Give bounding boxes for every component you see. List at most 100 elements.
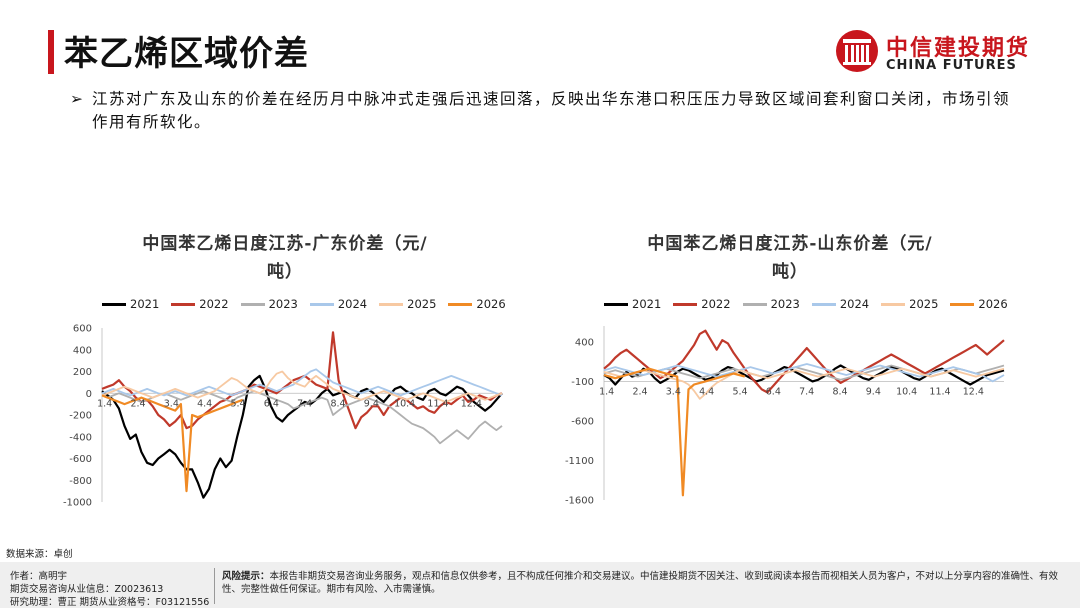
x-tick-label: 2.4 [130, 398, 145, 409]
legend-label: 2023 [770, 297, 800, 311]
series-line-2024 [101, 368, 503, 397]
risk-label: 风险提示： [222, 571, 270, 582]
legend-swatch [742, 302, 767, 306]
legend-item-2023: 2023 [742, 297, 800, 311]
china-futures-logo-icon [836, 30, 878, 72]
y-tick-label: -1600 [565, 496, 594, 507]
series-line-2021 [101, 374, 503, 499]
x-tick-label: 12.4 [461, 398, 482, 409]
x-tick-label: 1.4 [599, 386, 614, 397]
x-tick-label: 7.4 [799, 386, 814, 397]
footer: 作者：高明宇 期货交易咨询从业信息：Z0023613 研究助理：曹正 期货从业资… [0, 562, 1080, 608]
legend-swatch [950, 302, 975, 306]
legend-label: 2026 [978, 297, 1008, 311]
x-tick-label: 8.4 [330, 398, 345, 409]
x-tick-label: 3.4 [666, 386, 681, 397]
y-tick-label: -400 [69, 432, 92, 443]
series-line-2026 [101, 394, 244, 493]
series-line-2023 [101, 390, 503, 445]
summary-text: 江苏对广东及山东的价差在经历月中脉冲式走强后迅速回落，反映出华东港口积压压力导致… [92, 90, 1011, 131]
legend-label: 2021 [130, 297, 160, 311]
footer-divider [214, 568, 215, 604]
x-tick-label: 11.4 [929, 386, 950, 397]
legend-item-2022: 2022 [673, 297, 731, 311]
legend-swatch [309, 302, 334, 306]
chart-title-line1: 中国苯乙烯日度江苏-山东价差（元/ [647, 234, 933, 254]
chart-legend: 2021 2022 2023 2024 2025 2026 [102, 297, 506, 311]
series-line-2025 [101, 370, 503, 403]
y-tick-label: 400 [575, 337, 594, 348]
chart-jiangsu-guangdong: 中国苯乙烯日度江苏-广东价差（元/ 吨） 2021 2022 2023 2024 202… [60, 228, 510, 528]
chart-title-line2: 吨） [772, 262, 808, 282]
y-tick-label: -800 [69, 476, 92, 487]
legend-item-2025: 2025 [881, 297, 938, 311]
author-license: 期货交易咨询从业信息：Z0023613 [10, 584, 164, 595]
x-tick-label: 12.4 [963, 386, 984, 397]
chart-plot: 400 -100 -600 -1100 -1600 1.4 2.4 3.4 4.4 5.4 6.4 7… [565, 326, 1005, 507]
chart-title-line2: 吨） [267, 262, 303, 282]
x-tick-label: 5.4 [732, 386, 747, 397]
x-tick-label: 3.4 [164, 398, 179, 409]
y-tick-label: -200 [69, 411, 92, 422]
x-tick-label: 6.4 [766, 386, 781, 397]
x-tick-label: 10.4 [394, 398, 415, 409]
assistant-info: 研究助理：曹正 期货从业资格号：F03121556 [10, 597, 210, 608]
x-tick-label: 9.4 [866, 386, 881, 397]
legend-swatch [881, 302, 906, 306]
y-tick-label: -1000 [63, 498, 92, 509]
series-line-2026 [603, 367, 746, 497]
y-tick-label: 400 [73, 345, 92, 356]
risk-disclaimer: 风险提示：本报告非期货交易咨询业务服务，观点和信息仅供参考，且不构成任何推介和交… [222, 570, 1062, 596]
legend-item-2021: 2021 [102, 297, 159, 311]
x-tick-label: 1.4 [97, 398, 112, 409]
legend-item-2026: 2026 [448, 297, 506, 311]
legend-label: 2022 [701, 297, 731, 311]
logo-english-name: CHINA FUTURES [886, 58, 1017, 73]
x-tick-label: 4.4 [197, 398, 212, 409]
legend-item-2021: 2021 [604, 297, 661, 311]
legend-label: 2025 [909, 297, 939, 311]
legend-label: 2025 [407, 297, 437, 311]
series-line-2025 [603, 367, 1005, 400]
legend-swatch [240, 302, 265, 306]
x-tick-label: 6.4 [264, 398, 279, 409]
author-name: 作者：高明宇 [10, 571, 68, 582]
legend-label: 2021 [632, 297, 662, 311]
legend-label: 2024 [839, 297, 870, 311]
legend-swatch [102, 302, 126, 306]
legend-label: 2024 [337, 297, 368, 311]
chart-title: 中国苯乙烯日度江苏-山东价差（元/ 吨） [560, 230, 1020, 286]
y-tick-label: 200 [73, 367, 92, 378]
x-tick-label: 10.4 [896, 386, 917, 397]
chart-title: 中国苯乙烯日度江苏-广东价差（元/ 吨） [60, 230, 510, 286]
chart-plot: 600 400 200 0 -200 -400 -600 -800 -1000 1.4 2.4 3.4… [63, 324, 503, 509]
legend-label: 2022 [199, 297, 229, 311]
chart-title-line1: 中国苯乙烯日度江苏-广东价差（元/ [142, 234, 428, 254]
company-logo: 中信建投期货 CHINA FUTURES [834, 28, 1034, 78]
x-tick-label: 5.4 [230, 398, 245, 409]
legend-item-2022: 2022 [171, 297, 229, 311]
x-tick-label: 4.4 [699, 386, 714, 397]
y-tick-label: 0 [86, 389, 92, 400]
chart-jiangsu-shandong: 中国苯乙烯日度江苏-山东价差（元/ 吨） 2021 2022 2023 2024 202… [560, 228, 1020, 528]
y-tick-label: 600 [73, 324, 92, 335]
legend-swatch [811, 302, 836, 306]
legend-item-2025: 2025 [379, 297, 436, 311]
x-tick-label: 7.4 [297, 398, 312, 409]
legend-swatch [448, 302, 473, 306]
bullet-arrow-icon: ➢ [70, 90, 83, 108]
y-tick-label: -600 [571, 416, 594, 427]
legend-label: 2023 [268, 297, 298, 311]
legend-swatch [171, 302, 196, 306]
risk-text: 本报告非期货交易咨询业务服务，观点和信息仅供参考，且不构成任何推介和交易建议。中… [222, 571, 1059, 595]
logo-chinese-name: 中信建投期货 [886, 36, 1031, 61]
legend-swatch [673, 302, 698, 306]
author-info: 作者：高明宇 期货交易咨询从业信息：Z0023613 研究助理：曹正 期货从业资… [10, 570, 209, 609]
y-tick-label: -600 [69, 454, 92, 465]
legend-swatch [604, 302, 628, 306]
x-tick-label: 2.4 [632, 386, 647, 397]
y-tick-label: -1100 [565, 456, 594, 467]
legend-item-2024: 2024 [811, 297, 870, 311]
x-tick-label: 9.4 [364, 398, 379, 409]
legend-item-2023: 2023 [240, 297, 298, 311]
